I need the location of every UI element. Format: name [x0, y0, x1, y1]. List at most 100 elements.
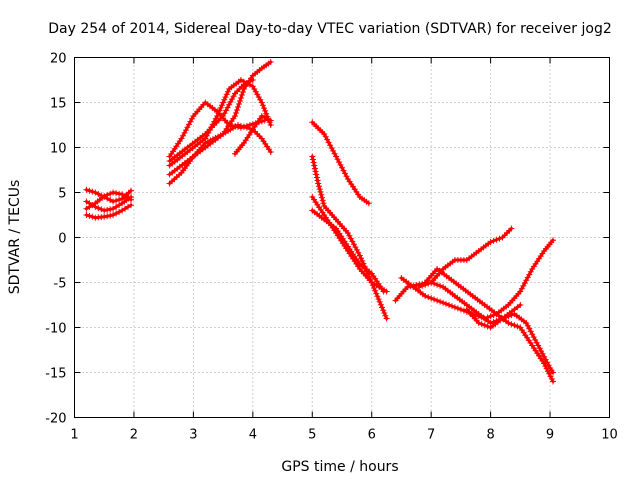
data-point — [116, 190, 123, 197]
y-tick-label: 5 — [58, 187, 66, 202]
data-point — [514, 323, 521, 330]
data-point — [222, 94, 229, 101]
data-point — [98, 206, 105, 213]
data-point — [221, 96, 228, 103]
data-point — [218, 102, 225, 109]
data-point — [380, 307, 387, 314]
data-point — [310, 159, 317, 166]
data-point — [487, 313, 494, 320]
data-point — [499, 315, 506, 322]
data-point — [322, 133, 329, 140]
data-point — [333, 153, 340, 160]
data-point — [548, 375, 555, 382]
data-point — [505, 320, 512, 326]
data-point — [223, 91, 230, 98]
y-tick-label: 0 — [58, 232, 66, 247]
data-point — [249, 77, 256, 83]
data-point — [128, 202, 134, 209]
data-point — [232, 113, 238, 119]
data-point — [443, 300, 449, 307]
data-point — [107, 206, 114, 213]
data-point — [83, 186, 90, 193]
data-point — [243, 124, 250, 131]
data-point — [314, 177, 321, 184]
x-tick-labels: 1 2 3 4 5 6 7 8 9 10 — [70, 428, 617, 443]
series-trace-4e — [465, 308, 555, 374]
chart-title: Day 254 of 2014, Sidereal Day-to-day VTE… — [48, 21, 611, 37]
data-point — [544, 368, 551, 375]
data-point — [416, 284, 423, 290]
data-point — [404, 284, 411, 290]
data-point — [240, 123, 247, 130]
data-point — [449, 303, 455, 310]
data-point — [113, 190, 120, 197]
data-point — [258, 99, 265, 106]
data-point — [496, 235, 503, 242]
data-point — [428, 295, 435, 302]
data-point — [116, 196, 123, 203]
data-point — [526, 325, 533, 332]
data-point — [478, 321, 485, 328]
data-point — [343, 173, 350, 180]
y-tick-labels: -20 -15 -10 -5 0 5 10 15 20 — [45, 52, 66, 427]
data-point — [238, 92, 245, 98]
data-point — [107, 190, 114, 197]
data-point — [543, 365, 550, 372]
data-point — [481, 322, 488, 329]
data-point — [446, 302, 452, 308]
data-point — [95, 205, 102, 212]
data-point — [309, 153, 316, 160]
data-point — [428, 279, 435, 286]
x-tick-label: 5 — [308, 428, 316, 443]
data-point — [375, 296, 382, 303]
y-tick-label: -10 — [45, 322, 66, 337]
y-tick-label: -15 — [45, 367, 66, 382]
data-point — [104, 213, 111, 220]
data-point — [419, 282, 426, 289]
data-traces — [83, 59, 556, 385]
data-point — [381, 310, 388, 316]
axis-ticks — [74, 57, 610, 418]
data-point — [235, 104, 241, 110]
data-point — [431, 296, 438, 303]
data-point — [234, 107, 240, 113]
y-tick-label: -20 — [45, 412, 66, 427]
data-point — [475, 320, 482, 326]
x-tick-label: 1 — [70, 428, 78, 443]
data-point — [237, 95, 244, 101]
data-point — [128, 194, 134, 200]
data-point — [437, 282, 444, 289]
data-point — [216, 107, 223, 114]
data-point — [365, 200, 372, 207]
data-point — [110, 189, 117, 196]
x-tick-label: 10 — [601, 428, 618, 443]
data-point — [359, 257, 366, 264]
data-point — [237, 122, 244, 129]
data-point — [431, 280, 438, 287]
series-trace-4d — [423, 267, 555, 383]
data-point — [377, 301, 384, 308]
data-point — [457, 306, 464, 313]
data-point — [508, 321, 515, 328]
data-point — [312, 168, 319, 175]
data-point — [316, 183, 322, 190]
data-point — [490, 237, 497, 244]
data-point — [104, 191, 111, 198]
x-axis-label: GPS time / hours — [281, 459, 398, 475]
series-trace-1b — [84, 191, 133, 211]
data-point — [353, 246, 360, 253]
data-point — [550, 378, 556, 385]
data-point — [311, 165, 318, 172]
data-point — [220, 99, 227, 106]
data-point — [214, 113, 221, 119]
data-point — [101, 207, 108, 214]
data-point — [215, 110, 222, 117]
data-point — [380, 288, 387, 295]
data-point — [83, 212, 90, 218]
data-point — [217, 104, 224, 111]
data-point — [536, 345, 543, 352]
data-point — [262, 107, 269, 114]
data-point — [493, 236, 500, 243]
data-point — [224, 88, 231, 95]
